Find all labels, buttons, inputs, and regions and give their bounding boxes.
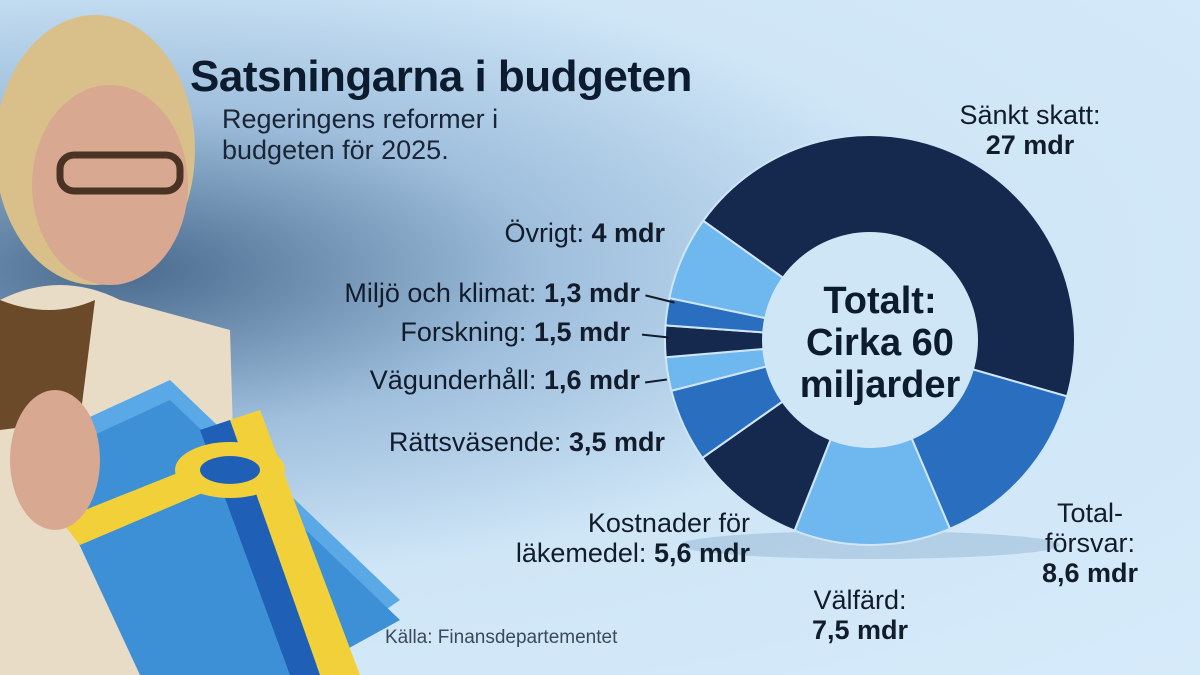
label-sankt-skatt: Sänkt skatt: 27 mdr xyxy=(935,100,1125,160)
label-lakemedel-name-1: Kostnader för xyxy=(587,508,750,538)
label-miljo: Miljö och klimat: 1,3 mdr xyxy=(250,278,640,308)
label-totalforsvar-name-2: försvar: xyxy=(1044,528,1136,558)
label-totalforsvar: Total- försvar: 8,6 mdr xyxy=(1010,498,1170,588)
label-forskning: Forskning: 1,5 mdr xyxy=(300,317,630,347)
label-valfard-name: Välfärd: xyxy=(813,585,907,615)
chart-subtitle: Regeringens reformer i budgeten för 2025… xyxy=(222,104,499,165)
label-ovrigt-name: Övrigt: xyxy=(504,218,584,248)
label-lakemedel-name-2: läkemedel: xyxy=(515,538,647,568)
label-lakemedel-value: 5,6 mdr xyxy=(653,538,750,568)
label-ovrigt: Övrigt: 4 mdr xyxy=(400,218,665,248)
label-valfard: Välfärd: 7,5 mdr xyxy=(775,585,945,645)
label-rattsvasende-value: 3,5 mdr xyxy=(568,427,665,457)
donut-center-label: Totalt: Cirka 60 miljarder xyxy=(775,280,985,406)
label-sankt-skatt-value: 27 mdr xyxy=(985,130,1075,160)
label-vagunderhall-name: Vägunderhåll: xyxy=(369,365,537,395)
label-vagunderhall: Vägunderhåll: 1,6 mdr xyxy=(290,365,640,395)
label-forskning-name: Forskning: xyxy=(400,317,527,347)
donut-hole xyxy=(762,232,978,448)
label-vagunderhall-value: 1,6 mdr xyxy=(543,365,640,395)
center-line-2: Cirka 60 xyxy=(806,322,954,364)
label-rattsvasende: Rättsväsende: 3,5 mdr xyxy=(300,427,665,457)
center-line-3: miljarder xyxy=(799,364,961,406)
label-miljo-value: 1,3 mdr xyxy=(543,278,640,308)
source-note: Källa: Finansdepartementet xyxy=(385,627,618,648)
chart-title: Satsningarna i budgeten xyxy=(190,52,692,101)
label-ovrigt-value: 4 mdr xyxy=(591,218,665,248)
label-totalforsvar-value: 8,6 mdr xyxy=(1041,558,1139,588)
label-forskning-value: 1,5 mdr xyxy=(533,317,630,347)
center-line-1: Totalt: xyxy=(823,280,937,322)
label-rattsvasende-name: Rättsväsende: xyxy=(388,427,562,457)
label-lakemedel: Kostnader för läkemedel: 5,6 mdr xyxy=(460,508,750,568)
label-valfard-value: 7,5 mdr xyxy=(811,615,909,645)
label-totalforsvar-name-1: Total- xyxy=(1056,498,1124,528)
document-stack xyxy=(40,380,400,675)
label-miljo-name: Miljö och klimat: xyxy=(344,278,537,308)
label-sankt-skatt-name: Sänkt skatt: xyxy=(959,100,1101,130)
person-with-budget-package-illustration xyxy=(0,15,400,675)
